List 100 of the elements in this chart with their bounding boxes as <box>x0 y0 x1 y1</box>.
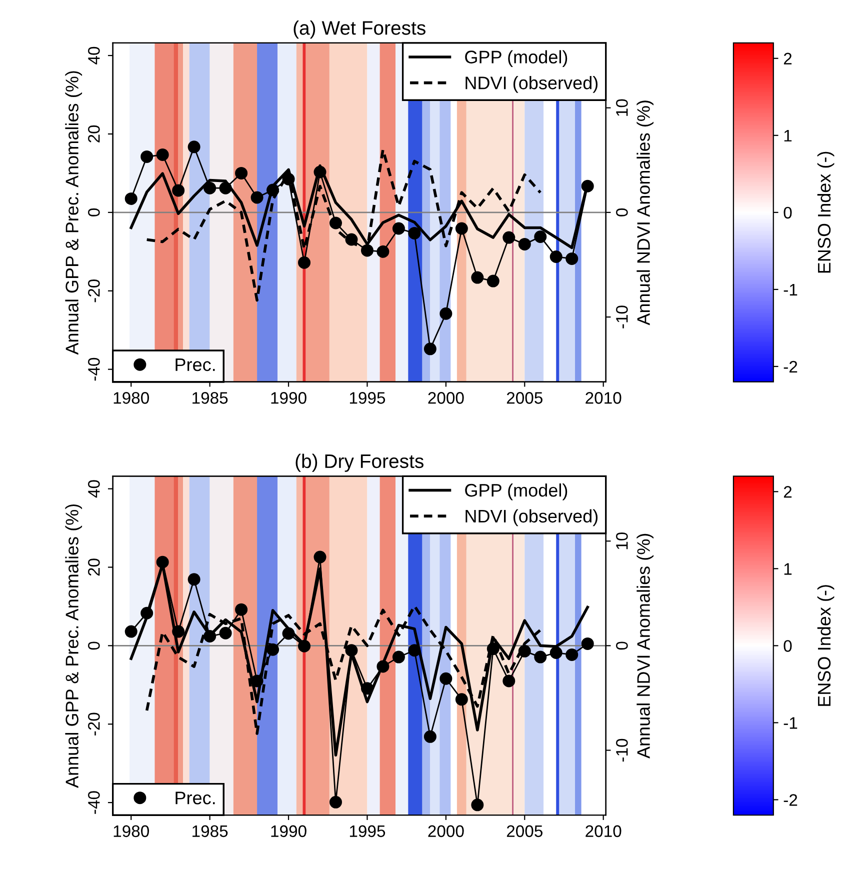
point <box>440 307 452 320</box>
point <box>424 342 436 356</box>
point <box>486 274 500 288</box>
color-bar-title: ENSO Index (-) <box>817 152 834 273</box>
legend-label: NDVI (observed) <box>466 509 598 526</box>
y-axis-title: Annual GPP & Prec. Anomalies (%) <box>65 71 82 355</box>
y-tick-label: 20 <box>88 558 100 576</box>
color-bar-label: 0 <box>784 640 792 652</box>
y2-tick-label: -10 <box>616 738 628 762</box>
chart-title: (a) Wet Forests <box>294 20 426 39</box>
color-bar-label: -2 <box>784 794 798 806</box>
y2-tick-label: 0 <box>616 642 628 650</box>
legend-label: GPP (model) <box>465 50 568 68</box>
point <box>156 148 169 162</box>
x-tick-label: 2010 <box>586 392 622 404</box>
point <box>156 556 169 568</box>
point <box>471 271 484 284</box>
x-tick-label: 2000 <box>428 392 464 404</box>
color-bar-label: 0 <box>784 206 792 219</box>
y-tick-label: 40 <box>88 46 100 64</box>
y-axis-title: Annual GPP & Prec. Anomalies (%) <box>65 504 82 788</box>
y-tick-label: -20 <box>88 279 100 302</box>
point <box>424 730 436 743</box>
point <box>124 625 138 638</box>
color-bar-label: 2 <box>784 52 792 64</box>
y-tick-label: -40 <box>88 358 100 381</box>
y2-axis-title: Annual NDVI Anomalies (%) <box>636 100 654 326</box>
x-tick-label: 1985 <box>192 825 228 838</box>
point <box>566 252 578 265</box>
point <box>298 256 311 269</box>
x-tick-label: 1995 <box>350 825 386 838</box>
point <box>471 798 484 812</box>
y-tick-label: 40 <box>88 480 100 498</box>
x-tick-label: 1995 <box>350 392 386 404</box>
x-tick-label: 1990 <box>271 825 306 838</box>
color-bar-title: ENSO Index (-) <box>817 585 834 706</box>
point <box>534 650 547 664</box>
point <box>392 222 405 235</box>
y-tick-label: 0 <box>88 208 100 216</box>
point <box>455 222 468 235</box>
point <box>314 550 326 564</box>
y-tick-label: 0 <box>88 642 100 650</box>
point <box>360 682 374 695</box>
x-tick-label: 2005 <box>506 825 542 838</box>
color-bar-label: -2 <box>784 360 798 372</box>
point <box>455 693 468 706</box>
point <box>140 606 154 620</box>
point <box>172 184 185 197</box>
x-tick-label: 1980 <box>114 392 149 404</box>
point <box>376 245 390 258</box>
point <box>550 646 562 659</box>
point <box>298 640 311 652</box>
y-tick-label: 20 <box>88 125 100 142</box>
point <box>518 238 531 250</box>
point <box>408 226 421 240</box>
point <box>345 644 358 657</box>
x-tick-label: 2005 <box>506 392 542 404</box>
point <box>314 166 326 178</box>
x-tick-label: 2000 <box>428 825 464 838</box>
point <box>140 150 154 163</box>
point <box>282 627 295 640</box>
x-tick-label: 2010 <box>586 825 622 838</box>
y2-tick-label: 10 <box>616 99 628 116</box>
point <box>329 796 342 808</box>
color-bar-label: 2 <box>784 486 792 498</box>
point <box>408 644 421 657</box>
point <box>250 191 264 204</box>
point <box>250 674 264 688</box>
point <box>376 660 390 673</box>
color-bar-label: -1 <box>784 284 798 296</box>
point <box>581 180 594 192</box>
point <box>502 231 516 244</box>
legend-label: NDVI (observed) <box>466 76 598 93</box>
point <box>219 626 232 640</box>
point <box>534 230 547 243</box>
legend-label: GPP (model) <box>465 483 568 500</box>
point <box>235 603 248 616</box>
point <box>235 166 248 180</box>
point <box>219 182 232 194</box>
x-tick-label: 1990 <box>271 392 306 404</box>
y2-tick-label: 10 <box>616 532 628 550</box>
line-series <box>145 604 542 735</box>
color-bar-label: 1 <box>784 130 792 142</box>
y2-axis-title: Annual NDVI Anomalies (%) <box>636 534 654 759</box>
point <box>518 644 531 658</box>
point <box>188 573 200 586</box>
x-tick-label: 1985 <box>192 392 228 404</box>
y2-tick-label: -10 <box>616 306 628 328</box>
point <box>550 250 562 263</box>
point <box>204 630 216 643</box>
point <box>204 182 216 194</box>
y-tick-label: -20 <box>88 712 100 736</box>
point <box>581 637 594 650</box>
point <box>392 650 405 664</box>
y-tick-label: -40 <box>88 791 100 814</box>
point <box>188 140 200 154</box>
point <box>440 672 452 685</box>
legend-label: Prec. <box>176 358 215 372</box>
chart-title: (b) Dry Forests <box>296 454 424 472</box>
point <box>566 648 578 661</box>
